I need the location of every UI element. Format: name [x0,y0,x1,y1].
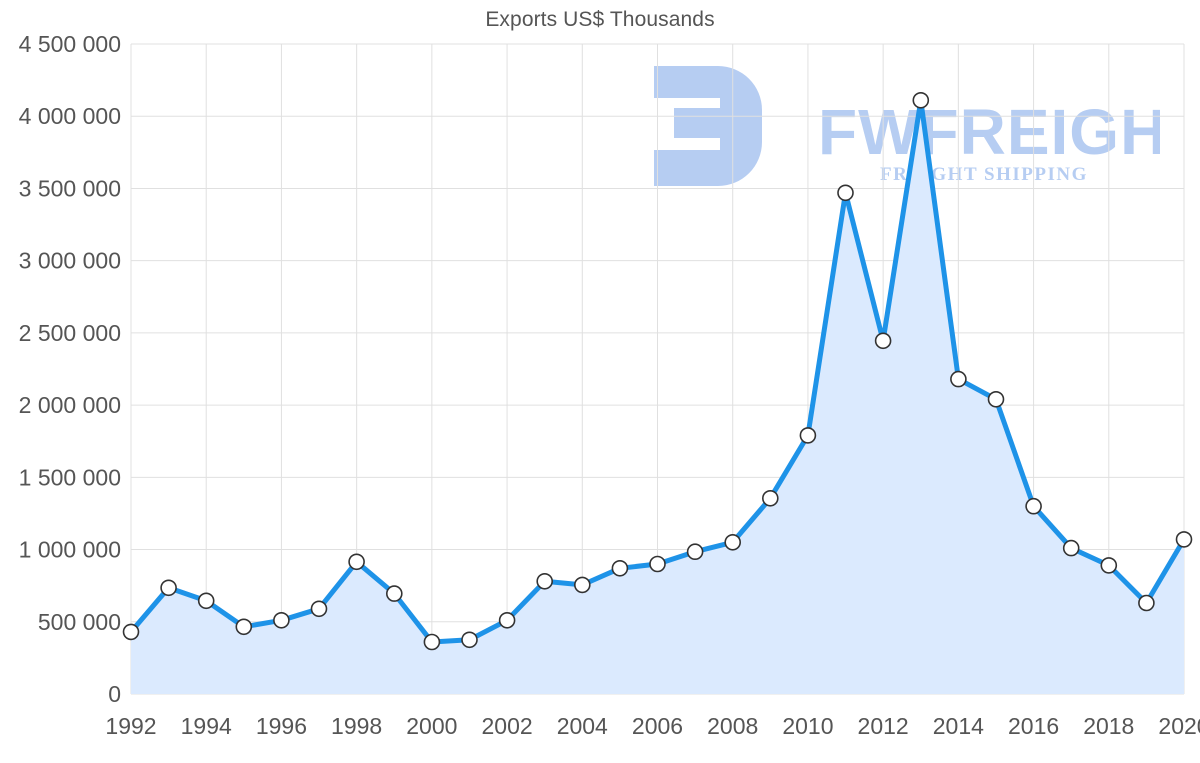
y-axis-tick-label: 3 000 000 [19,248,121,274]
x-axis-tick-label: 2000 [406,713,457,739]
x-axis-tick-label: 2020 [1158,713,1200,739]
data-point-marker[interactable]: 1993: 735000 [160,579,177,597]
area-fill [131,100,1184,695]
data-point-marker[interactable]: 2017: 1010000 [1062,539,1080,557]
y-axis-tick-label: 4 500 000 [19,31,121,57]
data-point-marker[interactable]: 2003: 780000 [536,572,554,590]
data-point-marker[interactable]: 1995: 465000 [235,618,253,636]
y-axis-tick-label: 4 000 000 [19,103,121,129]
data-point-marker[interactable]: 2005: 870000 [611,559,629,577]
x-axis-tick-label: 2004 [557,713,608,739]
y-axis-tick-labels: 0 500 000 1 000 000 1 500 000 2 000 000 2 500… [19,31,121,707]
x-axis-tick-label: 2016 [1008,713,1059,739]
x-axis-tick-label: 2006 [632,713,683,739]
y-axis-tick-label: 3 500 000 [19,175,121,201]
x-axis-tick-label: 2008 [707,713,758,739]
data-point-marker[interactable]: 2018: 890000 [1100,557,1118,574]
y-axis-tick-label: 1 500 000 [19,464,121,490]
data-point-marker[interactable]: 2006: 900000 [649,555,666,573]
data-point-marker[interactable]: 1997: 590000 [310,600,328,618]
data-point-markers: 1992: 430000 1993: 735000 1994: 645000 1995… [122,92,1193,651]
x-axis-tick-label: 2018 [1083,713,1134,739]
data-point-marker[interactable]: 1994: 645000 [197,592,215,610]
data-point-marker[interactable]: 2014: 2180000 [950,370,967,388]
data-point-marker[interactable]: 2000: 360000 [423,633,441,651]
y-axis-tick-label: 2 500 000 [19,320,121,346]
x-axis-tick-label: 2014 [933,713,984,739]
data-point-marker[interactable]: 2008: 1050000 [724,533,742,551]
x-axis-tick-labels: 1992 1994 1996 1998 2000 2002 2004 2006 2008 2010… [105,713,1200,739]
x-axis-tick-label: 2002 [481,713,532,739]
data-point-marker[interactable]: 1996: 510000 [273,611,290,629]
data-point-marker[interactable]: 2010: 1790000 [799,427,817,444]
data-point-marker[interactable]: 2016: 1300000 [1025,497,1042,515]
x-axis-tick-label: 1998 [331,713,382,739]
data-point-marker[interactable]: 2004: 755000 [573,576,591,594]
data-point-marker[interactable]: 2020: 1070000 [1175,531,1193,548]
data-point-marker[interactable]: 1992: 430000 [122,623,140,641]
data-point-marker[interactable]: 2013: 4110000 [912,92,930,109]
data-point-marker[interactable]: 2015: 2040000 [987,390,1005,408]
y-axis-tick-label: 1 000 000 [19,537,121,563]
x-axis-tick-label: 2012 [858,713,909,739]
data-point-marker[interactable]: 2012: 2445000 [874,332,892,350]
data-point-marker[interactable]: 2009: 1355000 [761,489,779,507]
data-point-marker[interactable]: 1999: 695000 [385,585,403,602]
x-axis-tick-label: 1992 [105,713,156,739]
y-axis-tick-label: 0 [108,681,121,707]
data-point-marker[interactable]: 2011: 3470000 [837,184,854,202]
chart-title: Exports US$ Thousands [485,8,715,31]
y-axis-tick-label: 2 000 000 [19,392,121,418]
x-axis-tick-label: 1994 [181,713,232,739]
data-point-marker[interactable]: 1998: 915000 [348,553,365,571]
data-point-marker[interactable]: 2019: 630000 [1138,594,1155,612]
x-axis-tick-label: 1996 [256,713,307,739]
data-point-marker[interactable]: 2002: 510000 [498,611,516,629]
data-point-marker[interactable]: 2007: 985000 [686,543,704,561]
x-axis-tick-label: 2010 [782,713,833,739]
y-axis-tick-label: 500 000 [38,609,121,635]
area-fill-path [131,100,1184,695]
data-point-marker[interactable]: 2001: 375000 [461,631,478,649]
